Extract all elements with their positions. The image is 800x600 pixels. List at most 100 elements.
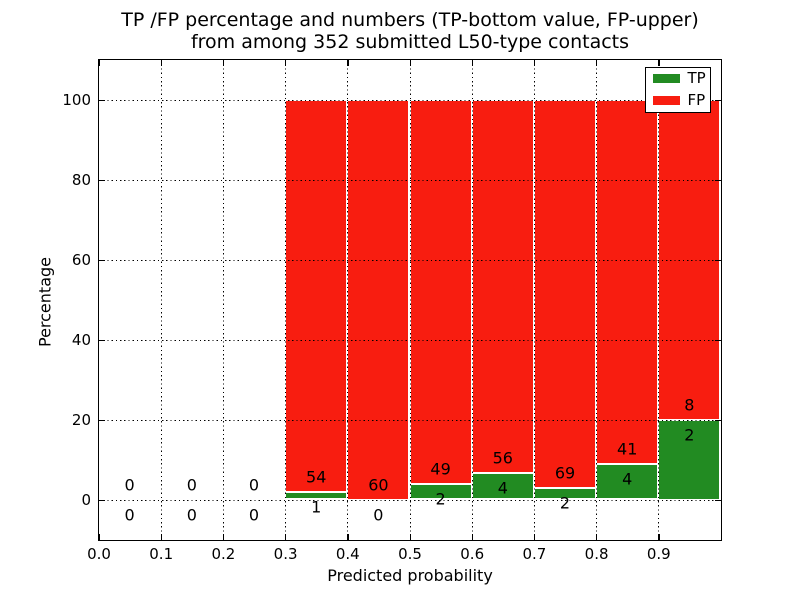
legend-swatch-tp bbox=[652, 74, 680, 83]
bar-tp bbox=[471, 472, 534, 500]
bar-fp bbox=[285, 99, 348, 493]
legend-label-fp: FP bbox=[687, 91, 706, 109]
fp-count-label: 69 bbox=[554, 463, 576, 483]
x-tick-label: 0.4 bbox=[335, 545, 360, 563]
x-tick-label: 0.5 bbox=[398, 545, 422, 563]
tp-count-label: 4 bbox=[622, 469, 633, 489]
grid-line-vertical bbox=[409, 59, 411, 540]
tick-mark bbox=[714, 179, 721, 181]
grid-line-vertical bbox=[533, 59, 535, 540]
tick-mark bbox=[347, 533, 349, 540]
tick-mark bbox=[222, 59, 225, 66]
y-tick-label: 100 bbox=[62, 91, 91, 109]
x-axis-label: Predicted probability bbox=[327, 566, 493, 585]
fp-count-label: 49 bbox=[430, 459, 451, 479]
bar-fp bbox=[409, 99, 472, 484]
grid-line-vertical bbox=[347, 59, 349, 540]
tick-mark bbox=[98, 499, 105, 501]
fp-count-label: 0 bbox=[186, 475, 197, 494]
tp-count-label: 2 bbox=[559, 493, 571, 513]
tick-mark bbox=[98, 179, 105, 181]
tick-mark bbox=[714, 499, 721, 501]
y-tick-label: 60 bbox=[71, 251, 91, 269]
tick-mark bbox=[222, 533, 225, 540]
x-tick-label: 0.8 bbox=[584, 545, 609, 563]
tp-count-label: 0 bbox=[124, 505, 135, 524]
tick-mark bbox=[471, 533, 473, 540]
tick-mark bbox=[658, 533, 660, 540]
legend: TP FP bbox=[644, 66, 711, 113]
tick-mark bbox=[347, 59, 349, 66]
grid-line-vertical bbox=[285, 59, 287, 540]
y-tick-label: 20 bbox=[71, 411, 91, 429]
chart-title: TP /FP percentage and numbers (TP-bottom… bbox=[99, 9, 721, 53]
tick-mark bbox=[714, 99, 721, 101]
x-tick-label: 0.2 bbox=[211, 545, 236, 563]
grid-line-vertical bbox=[658, 59, 660, 540]
bar-fp bbox=[533, 99, 597, 489]
tick-mark bbox=[409, 59, 411, 66]
x-tick-label: 0.9 bbox=[646, 545, 671, 563]
fp-count-label: 0 bbox=[248, 475, 260, 494]
fp-count-label: 8 bbox=[684, 395, 695, 414]
bar-fp bbox=[347, 99, 410, 500]
x-tick-label: 0.0 bbox=[87, 545, 111, 563]
tick-mark bbox=[596, 59, 598, 66]
x-tick-label: 0.3 bbox=[273, 545, 298, 563]
tick-mark bbox=[98, 419, 105, 421]
chart-title-line2: from among 352 submitted L50-type contac… bbox=[190, 31, 630, 53]
tick-mark bbox=[533, 533, 536, 540]
tick-mark bbox=[409, 533, 411, 540]
grid-line-vertical bbox=[596, 59, 598, 540]
grid-line-horizontal bbox=[98, 99, 721, 101]
bar-fp bbox=[471, 99, 534, 473]
grid-line-vertical bbox=[222, 59, 224, 540]
y-tick-label: 80 bbox=[71, 171, 91, 189]
grid-line-vertical bbox=[160, 59, 162, 540]
tick-mark bbox=[285, 59, 287, 66]
tick-mark bbox=[98, 533, 100, 540]
tick-mark bbox=[658, 59, 660, 66]
fp-count-label: 0 bbox=[124, 475, 135, 494]
tick-mark bbox=[285, 533, 287, 540]
tick-mark bbox=[160, 533, 162, 540]
legend-item: FP bbox=[652, 91, 710, 109]
tp-count-label: 0 bbox=[186, 505, 197, 524]
fp-count-label: 56 bbox=[492, 448, 513, 468]
grid-line-horizontal bbox=[98, 339, 721, 341]
tick-mark bbox=[714, 259, 721, 261]
bar-tp bbox=[596, 463, 659, 500]
fp-count-label: 60 bbox=[368, 475, 389, 494]
chart-title-line1: TP /FP percentage and numbers (TP-bottom… bbox=[121, 9, 699, 31]
grid-line-horizontal bbox=[98, 259, 721, 261]
grid-line-horizontal bbox=[98, 499, 721, 501]
tp-count-label: 2 bbox=[435, 489, 446, 509]
legend-label-tp: TP bbox=[687, 69, 706, 87]
x-tick-label: 0.7 bbox=[522, 545, 547, 563]
tp-count-label: 4 bbox=[497, 478, 508, 498]
fp-count-label: 41 bbox=[617, 439, 638, 459]
tick-mark bbox=[714, 339, 721, 341]
tick-mark bbox=[98, 99, 105, 101]
tp-count-label: 0 bbox=[248, 505, 260, 524]
tick-mark bbox=[98, 339, 105, 341]
grid-line-horizontal bbox=[98, 419, 721, 421]
legend-item: TP bbox=[652, 69, 710, 87]
tp-count-label: 2 bbox=[684, 425, 695, 444]
tick-mark bbox=[98, 259, 105, 261]
legend-swatch-fp bbox=[652, 96, 680, 105]
bar-fp bbox=[596, 99, 659, 464]
grid-line-vertical bbox=[471, 59, 473, 540]
tick-mark bbox=[533, 59, 536, 66]
tick-mark bbox=[471, 59, 473, 66]
plot-area: TP FP 0 0 0 0 0 0 54 1 60 0 49 2 56 4 69 2 41 4 8 2 bbox=[97, 58, 722, 541]
fp-count-label: 54 bbox=[306, 467, 327, 487]
y-tick-label: 0 bbox=[81, 491, 91, 509]
tick-mark bbox=[596, 533, 598, 540]
tp-count-label: 1 bbox=[311, 497, 322, 517]
x-tick-label: 0.6 bbox=[460, 545, 485, 563]
y-tick-label: 40 bbox=[71, 331, 91, 349]
grid-line-horizontal bbox=[98, 179, 721, 181]
tp-count-label: 0 bbox=[373, 505, 384, 524]
